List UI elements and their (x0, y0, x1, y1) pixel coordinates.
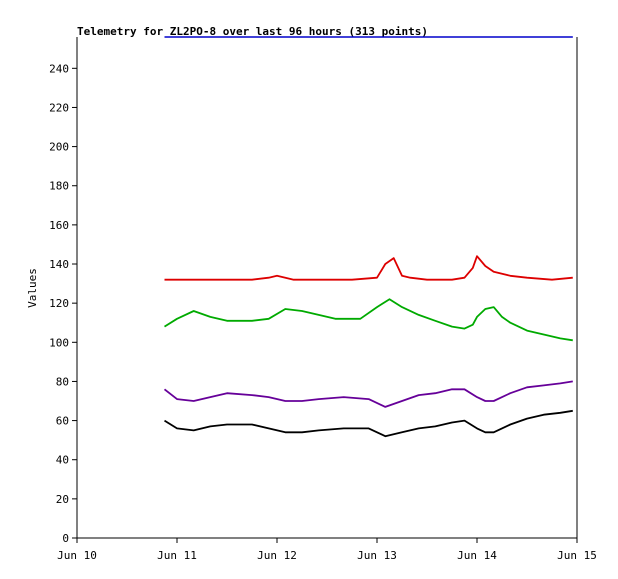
y-tick-label: 80 (56, 375, 69, 388)
chart-title: Telemetry for ZL2PO-8 over last 96 hours… (77, 25, 428, 38)
y-tick-label: 200 (49, 141, 69, 154)
y-tick-label: 0 (62, 532, 69, 545)
y-tick-label: 60 (56, 415, 69, 428)
x-tick-label: Jun 11 (157, 549, 197, 562)
y-tick-label: 180 (49, 180, 69, 193)
y-tick-label: 220 (49, 101, 69, 114)
series-line-4 (164, 409, 573, 438)
y-tick-label: 160 (49, 219, 69, 232)
x-tick-label: Jun 14 (457, 549, 497, 562)
x-tick-label: Jun 15 (557, 549, 597, 562)
series-line-3 (163, 380, 573, 408)
series-layer (163, 255, 573, 438)
y-tick-label: 240 (49, 62, 69, 75)
x-tick-label: Jun 12 (257, 549, 297, 562)
y-tick-label: 100 (49, 336, 69, 349)
series-line-2 (164, 298, 573, 342)
y-tick-label: 140 (49, 258, 69, 271)
x-tick-label: Jun 13 (357, 549, 397, 562)
x-tick-label: Jun 10 (57, 549, 97, 562)
y-axis-label: Values (26, 268, 39, 308)
y-tick-label: 20 (56, 493, 69, 506)
axes-layer: 0 20 40 60 80 100 120 140 160 180 200 220 240 Jun 10 J… (49, 37, 597, 562)
y-tick-label: 40 (56, 454, 69, 467)
y-tick-label: 120 (49, 297, 69, 310)
series-line-1 (164, 255, 573, 281)
